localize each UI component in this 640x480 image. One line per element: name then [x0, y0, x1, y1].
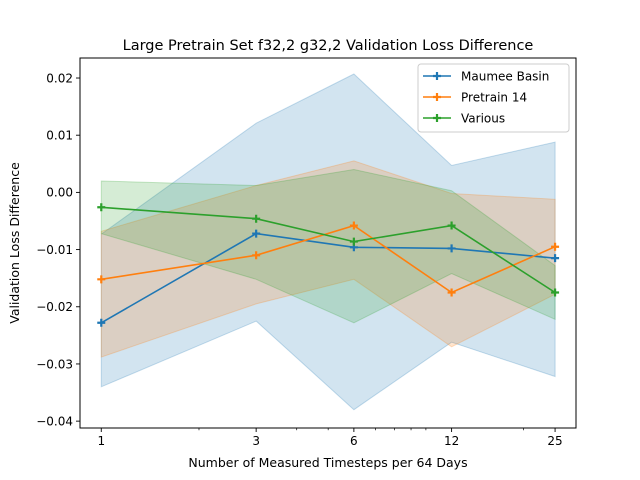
band-maumee-basin [100, 73, 556, 411]
x-tick-label: 1 [97, 434, 105, 448]
x-tick-label: 3 [252, 434, 260, 448]
y-tick-label: 0.01 [46, 129, 73, 143]
y-axis: 0.02 0.01 0.00 −0.01 −0.02 −0.03 −0.04 [36, 71, 80, 428]
y-tick-label: −0.03 [36, 357, 73, 371]
legend-marker-maumee-basin [433, 72, 441, 80]
point-pretrain-14 [447, 288, 456, 297]
legend-marker-various [433, 114, 441, 122]
x-axis-label: Number of Measured Timesteps per 64 Days [188, 455, 467, 470]
x-tick-label: 12 [444, 434, 459, 448]
point-various [447, 221, 456, 230]
point-pretrain-14 [97, 275, 106, 284]
y-tick-label: 0.02 [46, 71, 73, 85]
legend-label-maumee-basin: Maumee Basin [461, 70, 549, 84]
x-tick-label: 25 [547, 434, 562, 448]
series-markers [97, 203, 560, 327]
legend-label-various: Various [461, 112, 505, 126]
point-various [252, 214, 261, 223]
x-axis: 1 3 6 12 25 [97, 428, 563, 448]
legend-box [417, 63, 570, 133]
y-tick-label: 0.00 [46, 186, 73, 200]
point-maumee-basin [551, 254, 560, 263]
legend-label-pretrain-14: Pretrain 14 [461, 91, 527, 105]
y-tick-label: −0.04 [36, 414, 73, 428]
x-tick-label: 6 [350, 434, 358, 448]
point-pretrain-14 [349, 221, 358, 230]
chart-title: Large Pretrain Set f32,2 g32,2 Validatio… [123, 38, 534, 54]
confidence-bands [100, 73, 556, 411]
point-various [551, 288, 560, 297]
y-axis-label: Validation Loss Difference [7, 162, 22, 324]
point-pretrain-14 [551, 242, 560, 251]
point-various [349, 237, 358, 246]
legend-marker-pretrain-14 [433, 93, 441, 101]
point-maumee-basin [97, 318, 106, 327]
y-tick-label: −0.02 [36, 300, 73, 314]
point-maumee-basin [447, 244, 456, 253]
point-maumee-basin [252, 229, 261, 238]
y-tick-label: −0.01 [36, 243, 73, 257]
legend: Maumee Basin Pretrain 14 Various [417, 63, 570, 133]
point-various [97, 203, 106, 212]
point-pretrain-14 [252, 251, 261, 260]
